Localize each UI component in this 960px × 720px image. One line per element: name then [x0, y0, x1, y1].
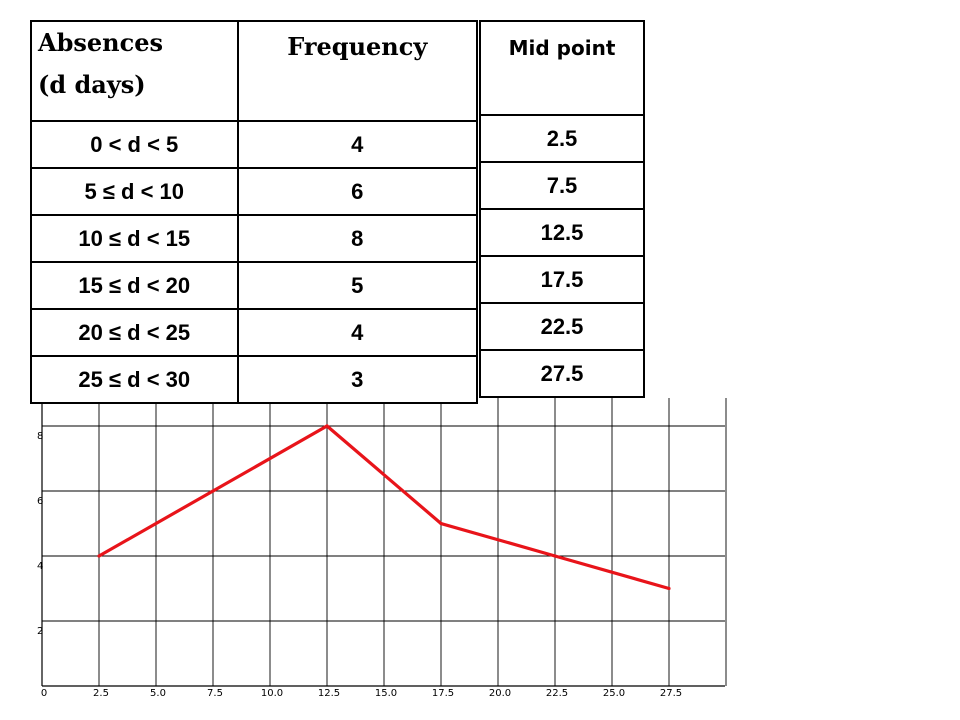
frequency-table-header: Absences (d days) Frequency [30, 20, 479, 122]
absences-header: Absences (d days) [30, 20, 239, 122]
data-point [325, 424, 329, 428]
x-tick-label: 27.5 [660, 688, 682, 699]
frequency-header: Frequency [236, 20, 479, 122]
table-row: 5 ≤ d < 10 6 [30, 167, 479, 216]
midpoint-header: Mid point [479, 20, 645, 116]
data-point [97, 554, 101, 558]
absences-header-line1: Absences [38, 28, 164, 57]
y-tick-label: 8 [37, 431, 43, 442]
y-tick-label: 2 [37, 626, 43, 637]
range-cell: 10 ≤ d < 15 [30, 214, 239, 263]
x-tick-label: 2.5 [93, 688, 109, 699]
x-tick-label: 17.5 [432, 688, 454, 699]
midpoint-table: Mid point 2.5 7.5 12.5 17.5 22.5 27.5 [479, 20, 645, 398]
frequency-polygon-line [98, 424, 670, 591]
x-tick-label: 12.5 [318, 688, 340, 699]
x-tick-label: 10.0 [261, 688, 283, 699]
range-cell: 25 ≤ d < 30 [30, 355, 239, 404]
x-tick-label: 20.0 [489, 688, 511, 699]
x-tick-label: 22.5 [546, 688, 568, 699]
x-tick-label: 25.0 [603, 688, 625, 699]
range-cell: 15 ≤ d < 20 [30, 261, 239, 310]
frequency-table: Absences (d days) Frequency 0 < d < 5 4 … [30, 20, 479, 404]
table-row: 10 ≤ d < 15 8 [30, 214, 479, 263]
x-tick-label: 0 [41, 688, 47, 699]
midpoint-cell: 12.5 [479, 208, 645, 257]
frequency-cell: 3 [236, 355, 479, 404]
midpoint-cell: 27.5 [479, 349, 645, 398]
range-cell: 20 ≤ d < 25 [30, 308, 239, 357]
x-tick-label: 15.0 [375, 688, 397, 699]
series-lines [97, 424, 671, 591]
data-point [667, 586, 671, 591]
midpoint-cell: 7.5 [479, 161, 645, 210]
table-row: 0 < d < 5 4 [30, 120, 479, 169]
table-row: 22.5 [479, 302, 645, 351]
x-tick-label: 7.5 [207, 688, 223, 699]
range-cell: 5 ≤ d < 10 [30, 167, 239, 216]
midpoint-cell: 22.5 [479, 302, 645, 351]
table-row: 7.5 [479, 161, 645, 210]
table-row: 20 ≤ d < 25 4 [30, 308, 479, 357]
midpoint-cell: 2.5 [479, 114, 645, 163]
table-row: 12.5 [479, 208, 645, 257]
midpoint-cell: 17.5 [479, 255, 645, 304]
absences-header-line2: (d days) [38, 70, 146, 99]
table-row: 2.5 [479, 114, 645, 163]
table-row: 25 ≤ d < 30 3 [30, 355, 479, 404]
data-point [439, 521, 443, 526]
range-cell: 0 < d < 5 [30, 120, 239, 169]
midpoint-table-header: Mid point [479, 20, 645, 116]
y-tick-label: 6 [37, 496, 43, 507]
x-tick-label: 5.0 [150, 688, 166, 699]
frequency-cell: 5 [236, 261, 479, 310]
grid-lines [41, 398, 727, 687]
table-row: 17.5 [479, 255, 645, 304]
frequency-cell: 4 [236, 120, 479, 169]
data-point [553, 554, 557, 558]
table-row: 15 ≤ d < 20 5 [30, 261, 479, 310]
tick-labels: 0 2.5 5.0 7.5 10.0 12.5 15.0 17.5 20.0 22.5 25.0 27… [37, 431, 682, 699]
table-row: 27.5 [479, 349, 645, 398]
data-point [211, 489, 215, 493]
frequency-cell: 6 [236, 167, 479, 216]
frequency-cell: 8 [236, 214, 479, 263]
frequency-cell: 4 [236, 308, 479, 357]
y-tick-label: 4 [37, 561, 43, 572]
